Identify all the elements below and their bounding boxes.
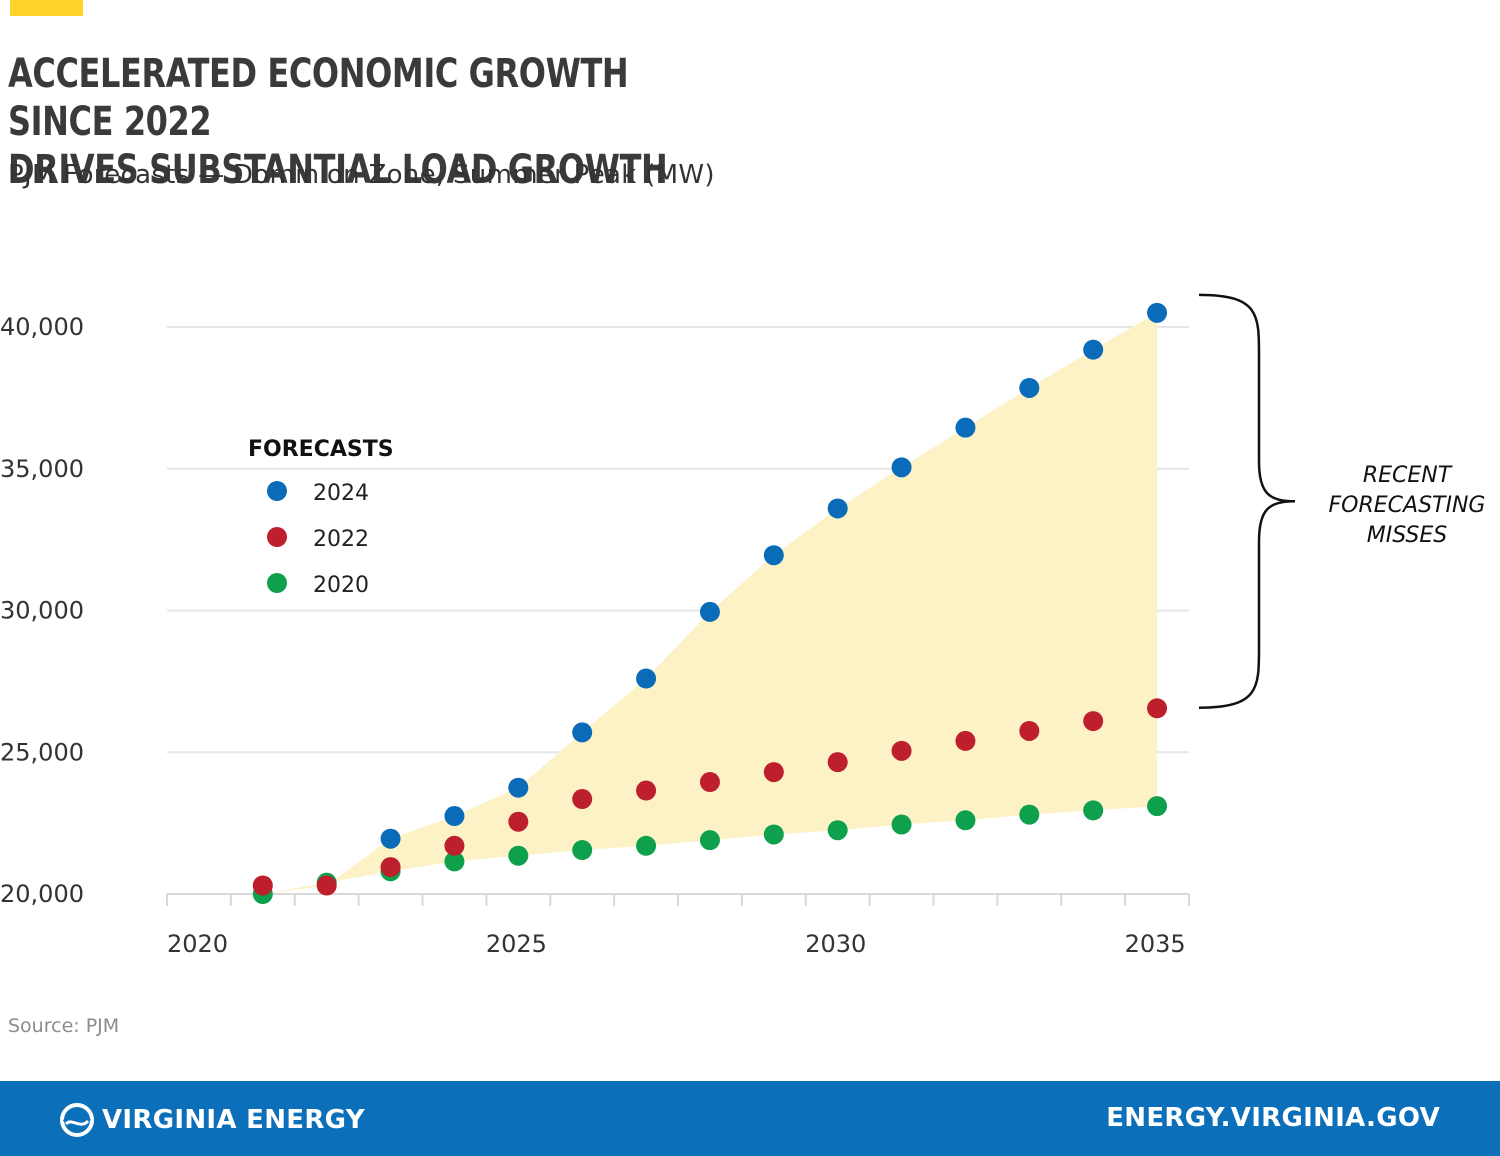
swirl-logo-icon (60, 1103, 94, 1137)
legend-label-2024: 2024 (313, 481, 369, 506)
point-2020-2025 (508, 845, 529, 866)
point-2022-2023 (380, 857, 401, 878)
point-2020-2027 (636, 835, 657, 856)
point-2020-2026 (572, 840, 593, 861)
legend-label-2022: 2022 (313, 527, 369, 552)
point-2020-2035 (1147, 796, 1168, 817)
point-2024-2033 (1019, 377, 1040, 398)
chart-subtitle: PJM Forecasts — Dominion Zone, Summer Pe… (8, 160, 715, 190)
annotation-line: FORECASTING (1329, 493, 1486, 518)
series-2024 (380, 302, 1168, 849)
x-axis (166, 893, 1190, 906)
point-2022-2032 (955, 730, 976, 751)
x-tick-label: 2025 (486, 930, 547, 958)
source-note: Source: PJM (8, 1015, 120, 1037)
point-2020-2034 (1083, 800, 1104, 821)
point-2024-2030 (827, 498, 848, 519)
point-2022-2035 (1147, 698, 1168, 719)
point-2024-2032 (955, 417, 976, 438)
point-2022-2024 (444, 835, 465, 856)
legend-marker-2024 (267, 481, 287, 501)
y-tick-label: 25,000 (0, 738, 84, 766)
y-tick-label: 20,000 (0, 880, 84, 908)
point-2024-2027 (636, 668, 657, 689)
footer-brand[interactable]: VIRGINIA ENERGY (60, 1103, 365, 1137)
point-2022-2021 (252, 875, 273, 896)
legend-marker-2020 (267, 573, 287, 593)
accent-bar (10, 0, 83, 16)
annotation-line: RECENT (1363, 463, 1453, 488)
point-2020-2024 (444, 851, 465, 872)
y-axis-tick-labels: 20,000 25,000 30,000 35,000 40,000 (0, 313, 84, 908)
point-2024-2031 (891, 457, 912, 478)
point-2022-2033 (1019, 720, 1040, 741)
x-tick-label: 2030 (805, 930, 866, 958)
legend: FORECASTS 2024 2022 2020 (248, 437, 394, 598)
footer-url-link[interactable]: ENERGY.VIRGINIA.GOV (1106, 1103, 1440, 1133)
point-2022-2031 (891, 740, 912, 761)
data-points (252, 302, 1168, 904)
point-2022-2029 (763, 762, 784, 783)
point-2024-2024 (444, 806, 465, 827)
curly-brace (1198, 293, 1296, 709)
series-2022 (252, 698, 1168, 896)
footer-bar: VIRGINIA ENERGY ENERGY.VIRGINIA.GOV (0, 1081, 1500, 1156)
x-tick-label: 2035 (1125, 930, 1186, 958)
x-axis-tick-labels: 2020 2025 2030 2035 (167, 930, 1186, 958)
point-2024-2035 (1147, 302, 1168, 323)
point-2024-2026 (572, 722, 593, 743)
point-2020-2032 (955, 810, 976, 831)
legend-label-2020: 2020 (313, 573, 369, 598)
point-2022-2034 (1083, 711, 1104, 732)
point-2022-2025 (508, 811, 529, 832)
forecast-gap-area (262, 312, 1158, 894)
y-tick-label: 35,000 (0, 455, 84, 483)
point-2022-2027 (636, 780, 657, 801)
point-2022-2028 (699, 772, 720, 793)
point-2022-2030 (827, 752, 848, 773)
point-2024-2025 (508, 777, 529, 798)
y-tick-label: 30,000 (0, 597, 84, 625)
point-2020-2030 (827, 820, 848, 841)
legend-marker-2022 (267, 527, 287, 547)
chart-title-line-2: DRIVES SUBSTANTIAL LOAD GROWTH (8, 147, 668, 193)
point-2024-2023 (380, 828, 401, 849)
y-tick-label: 40,000 (0, 313, 84, 341)
chart-title-line-1: ACCELERATED ECONOMIC GROWTH SINCE 2022 (8, 51, 629, 145)
legend-title: FORECASTS (248, 437, 394, 462)
point-2024-2029 (763, 545, 784, 566)
x-tick-label: 2020 (167, 930, 228, 958)
point-2020-2029 (763, 824, 784, 845)
annotation-line: MISSES (1367, 523, 1448, 548)
footer-brand-text: VIRGINIA ENERGY (102, 1105, 365, 1135)
point-2020-2033 (1019, 804, 1040, 825)
point-2024-2028 (699, 601, 720, 622)
point-2020-2031 (891, 814, 912, 835)
annotation: RECENT FORECASTING MISSES (1198, 293, 1486, 709)
shaded-region (262, 312, 1158, 894)
point-2022-2026 (572, 789, 593, 810)
point-2020-2028 (699, 830, 720, 851)
chart-title: ACCELERATED ECONOMIC GROWTH SINCE 2022 D… (8, 50, 728, 194)
point-2024-2034 (1083, 339, 1104, 360)
point-2022-2022 (316, 875, 337, 896)
